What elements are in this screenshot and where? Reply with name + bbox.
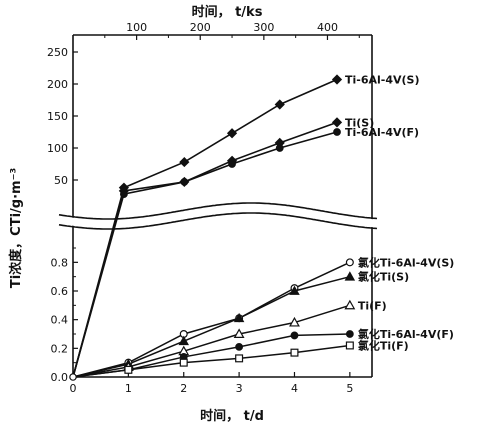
lower-series-point bbox=[178, 335, 189, 346]
bottom-axis-title: 时间， t/d bbox=[200, 408, 264, 424]
lower-series-label: 氯化Ti-6Al-4V(F) bbox=[358, 327, 454, 341]
upper-series-label: Ti-6Al-4V(S) bbox=[345, 74, 420, 87]
upper-series-point bbox=[180, 178, 189, 186]
lower-series-label: 氯化Ti-6Al-4V(S) bbox=[358, 255, 455, 269]
lower-series-point bbox=[345, 258, 354, 267]
bottom-tick-label: 1 bbox=[125, 382, 132, 395]
upper-y-tick-label: 50 bbox=[54, 174, 68, 187]
upper-series-point bbox=[179, 156, 190, 168]
upper-y-tick-label: 150 bbox=[47, 110, 68, 123]
lower-series-label: 氯化Ti(S) bbox=[358, 270, 409, 284]
lower-y-tick-label: 0.2 bbox=[51, 342, 69, 355]
bottom-tick-label: 3 bbox=[236, 382, 243, 395]
axis-break-upper-line bbox=[58, 202, 378, 220]
bottom-tick-label: 4 bbox=[291, 382, 298, 395]
lower-series-point bbox=[124, 365, 133, 374]
lower-series-point bbox=[290, 348, 299, 357]
origin-point bbox=[69, 373, 77, 381]
upper-series-point bbox=[226, 128, 238, 139]
upper-series-point bbox=[331, 74, 343, 85]
axis-break-gap bbox=[59, 204, 378, 228]
lower-series-point bbox=[344, 271, 356, 281]
upper-series-point bbox=[333, 128, 341, 136]
y-axis-title: Ti浓度，CTi/g·m⁻³ bbox=[8, 168, 24, 288]
top-tick-label: 400 bbox=[317, 21, 338, 34]
top-tick-label: 200 bbox=[190, 21, 211, 34]
upper-y-tick-label: 100 bbox=[47, 142, 68, 155]
lower-series-line bbox=[72, 333, 350, 378]
bottom-tick-label: 5 bbox=[346, 382, 353, 395]
lower-y-tick-label: 0.8 bbox=[51, 256, 69, 269]
bottom-tick-label: 2 bbox=[180, 382, 187, 395]
lower-series-point bbox=[235, 343, 244, 351]
lower-series-point bbox=[344, 299, 356, 310]
upper-series-label: Ti-6Al-4V(F) bbox=[345, 126, 419, 139]
lower-series-point bbox=[179, 358, 188, 367]
axes: 100 200 300 400 0 1 2 3 4 5 50 100 150 200 250 0.0 0.2 0.… bbox=[47, 21, 373, 395]
lower-series-line bbox=[72, 261, 351, 378]
steep-rise-line bbox=[72, 193, 125, 378]
upper-y-tick-label: 250 bbox=[47, 46, 68, 59]
upper-series-point bbox=[228, 160, 236, 168]
lower-series-line bbox=[72, 275, 351, 378]
lower-series-label: 氯化Ti(F) bbox=[358, 338, 409, 352]
series-lines bbox=[72, 78, 351, 378]
lower-series-line bbox=[72, 344, 350, 378]
lower-series-line bbox=[72, 304, 351, 378]
lower-y-tick-label: 0.0 bbox=[51, 371, 69, 384]
top-tick-label: 100 bbox=[126, 21, 147, 34]
upper-series-label: Ti(S) bbox=[345, 116, 374, 129]
lower-series-label: Ti(F) bbox=[358, 299, 387, 312]
lower-series-point bbox=[233, 328, 245, 338]
lower-series-point bbox=[235, 354, 244, 363]
upper-series-point bbox=[275, 144, 284, 152]
lower-series-point bbox=[290, 331, 299, 340]
top-tick-label: 300 bbox=[253, 21, 274, 34]
lower-series-point bbox=[345, 330, 354, 338]
top-axis-title: 时间， t/ks bbox=[192, 4, 263, 20]
lower-series-point bbox=[345, 341, 354, 350]
lower-series-point bbox=[289, 285, 300, 295]
upper-series-point bbox=[274, 99, 285, 110]
axis-break bbox=[58, 202, 378, 230]
upper-series-point bbox=[331, 117, 343, 128]
bottom-tick-label: 0 bbox=[70, 382, 77, 395]
lower-y-tick-label: 0.4 bbox=[51, 314, 69, 327]
upper-y-tick-label: 200 bbox=[47, 78, 68, 91]
lower-series-point bbox=[233, 312, 245, 323]
series-markers bbox=[69, 74, 356, 381]
lower-y-tick-label: 0.6 bbox=[51, 285, 69, 298]
lower-series-point bbox=[289, 316, 300, 327]
upper-series-point bbox=[119, 190, 128, 198]
series-labels: Ti-6Al-4V(S) Ti(S)Ti-6Al-4V(F) 氯化Ti-6Al-4V… bbox=[345, 74, 454, 353]
